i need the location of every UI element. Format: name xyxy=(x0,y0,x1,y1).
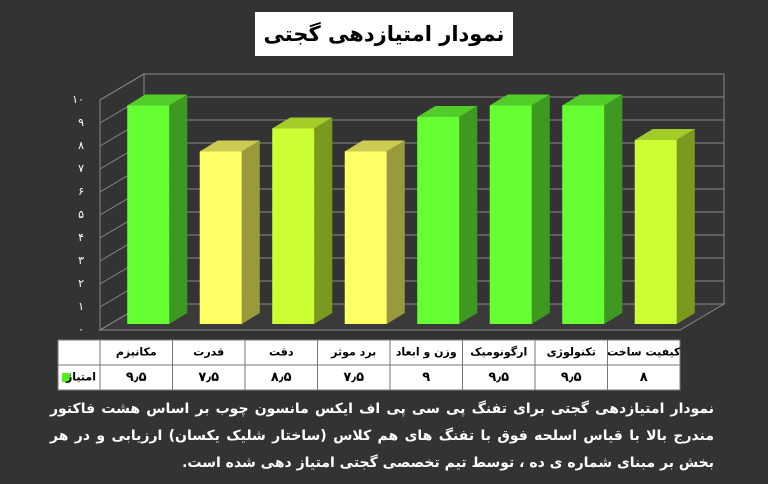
bar xyxy=(272,128,315,324)
bar xyxy=(127,105,170,324)
title-box xyxy=(255,12,513,56)
bar-top xyxy=(199,140,260,152)
bar xyxy=(562,105,605,324)
x-tick-label: کیفیت ساخت xyxy=(607,346,681,359)
bar-top xyxy=(417,106,478,117)
bar xyxy=(344,151,387,324)
y-tick-label: ۸ xyxy=(78,139,84,152)
description: نمودار امتیازدهی گجتی برای تفنگ پی سی پی… xyxy=(50,401,714,471)
y-tick-label: ۴ xyxy=(78,231,84,244)
value-label: ۹ xyxy=(422,370,430,385)
legend-label: امتیاز xyxy=(65,371,96,384)
bar-side xyxy=(386,140,405,324)
value-label: ۸٫۵ xyxy=(271,370,292,385)
x-tick-label: ارگونومیک xyxy=(470,346,527,359)
y-tick-label: ۵ xyxy=(78,208,84,221)
y-tick-label: ۶ xyxy=(78,185,84,198)
x-tick-label: برد موثر xyxy=(330,346,376,359)
x-tick-label: دقت xyxy=(269,346,294,359)
bar-side xyxy=(531,94,550,324)
y-tick-label: ۰ xyxy=(78,323,84,336)
value-label: ۹٫۵ xyxy=(488,370,509,385)
x-tick-label: وزن و ابعاد xyxy=(396,346,457,359)
bar-side xyxy=(169,94,188,324)
value-label: ۷٫۵ xyxy=(343,370,364,385)
bar-side xyxy=(459,106,478,324)
x-tick-label: مکانیزم xyxy=(116,346,157,359)
bar-side xyxy=(604,94,623,324)
bar-top xyxy=(272,117,333,129)
floor xyxy=(98,303,726,331)
grid-line xyxy=(99,73,724,101)
bar-side xyxy=(314,117,333,324)
x-tick-label: تکنولوژی xyxy=(547,346,596,359)
bar xyxy=(417,117,460,324)
value-label: ۹٫۵ xyxy=(561,370,582,385)
bar-top xyxy=(489,94,550,106)
value-label: ۷٫۵ xyxy=(198,370,219,385)
y-tick-label: ۹ xyxy=(78,116,84,129)
legend-swatch xyxy=(62,373,71,382)
bar xyxy=(199,151,242,324)
bar xyxy=(489,105,532,324)
y-tick-label: ۷ xyxy=(78,162,84,175)
bar-top xyxy=(634,129,695,140)
chart-title: نمودار امتیازدهی گجتی xyxy=(264,21,505,46)
value-label: ۹٫۵ xyxy=(126,370,147,385)
y-tick-label: ۳ xyxy=(78,254,84,267)
y-tick-label: ۱۰ xyxy=(72,93,84,106)
bar-top xyxy=(562,94,623,106)
x-tick-label: قدرت xyxy=(193,346,224,359)
bar-top xyxy=(127,94,188,106)
bar-side xyxy=(241,140,260,324)
bar-top xyxy=(344,140,405,152)
bar-side xyxy=(676,129,695,324)
value-label: ۸ xyxy=(640,370,648,385)
bar xyxy=(634,140,677,324)
y-tick-label: ۱ xyxy=(78,300,84,313)
y-tick-label: ۲ xyxy=(78,277,84,290)
